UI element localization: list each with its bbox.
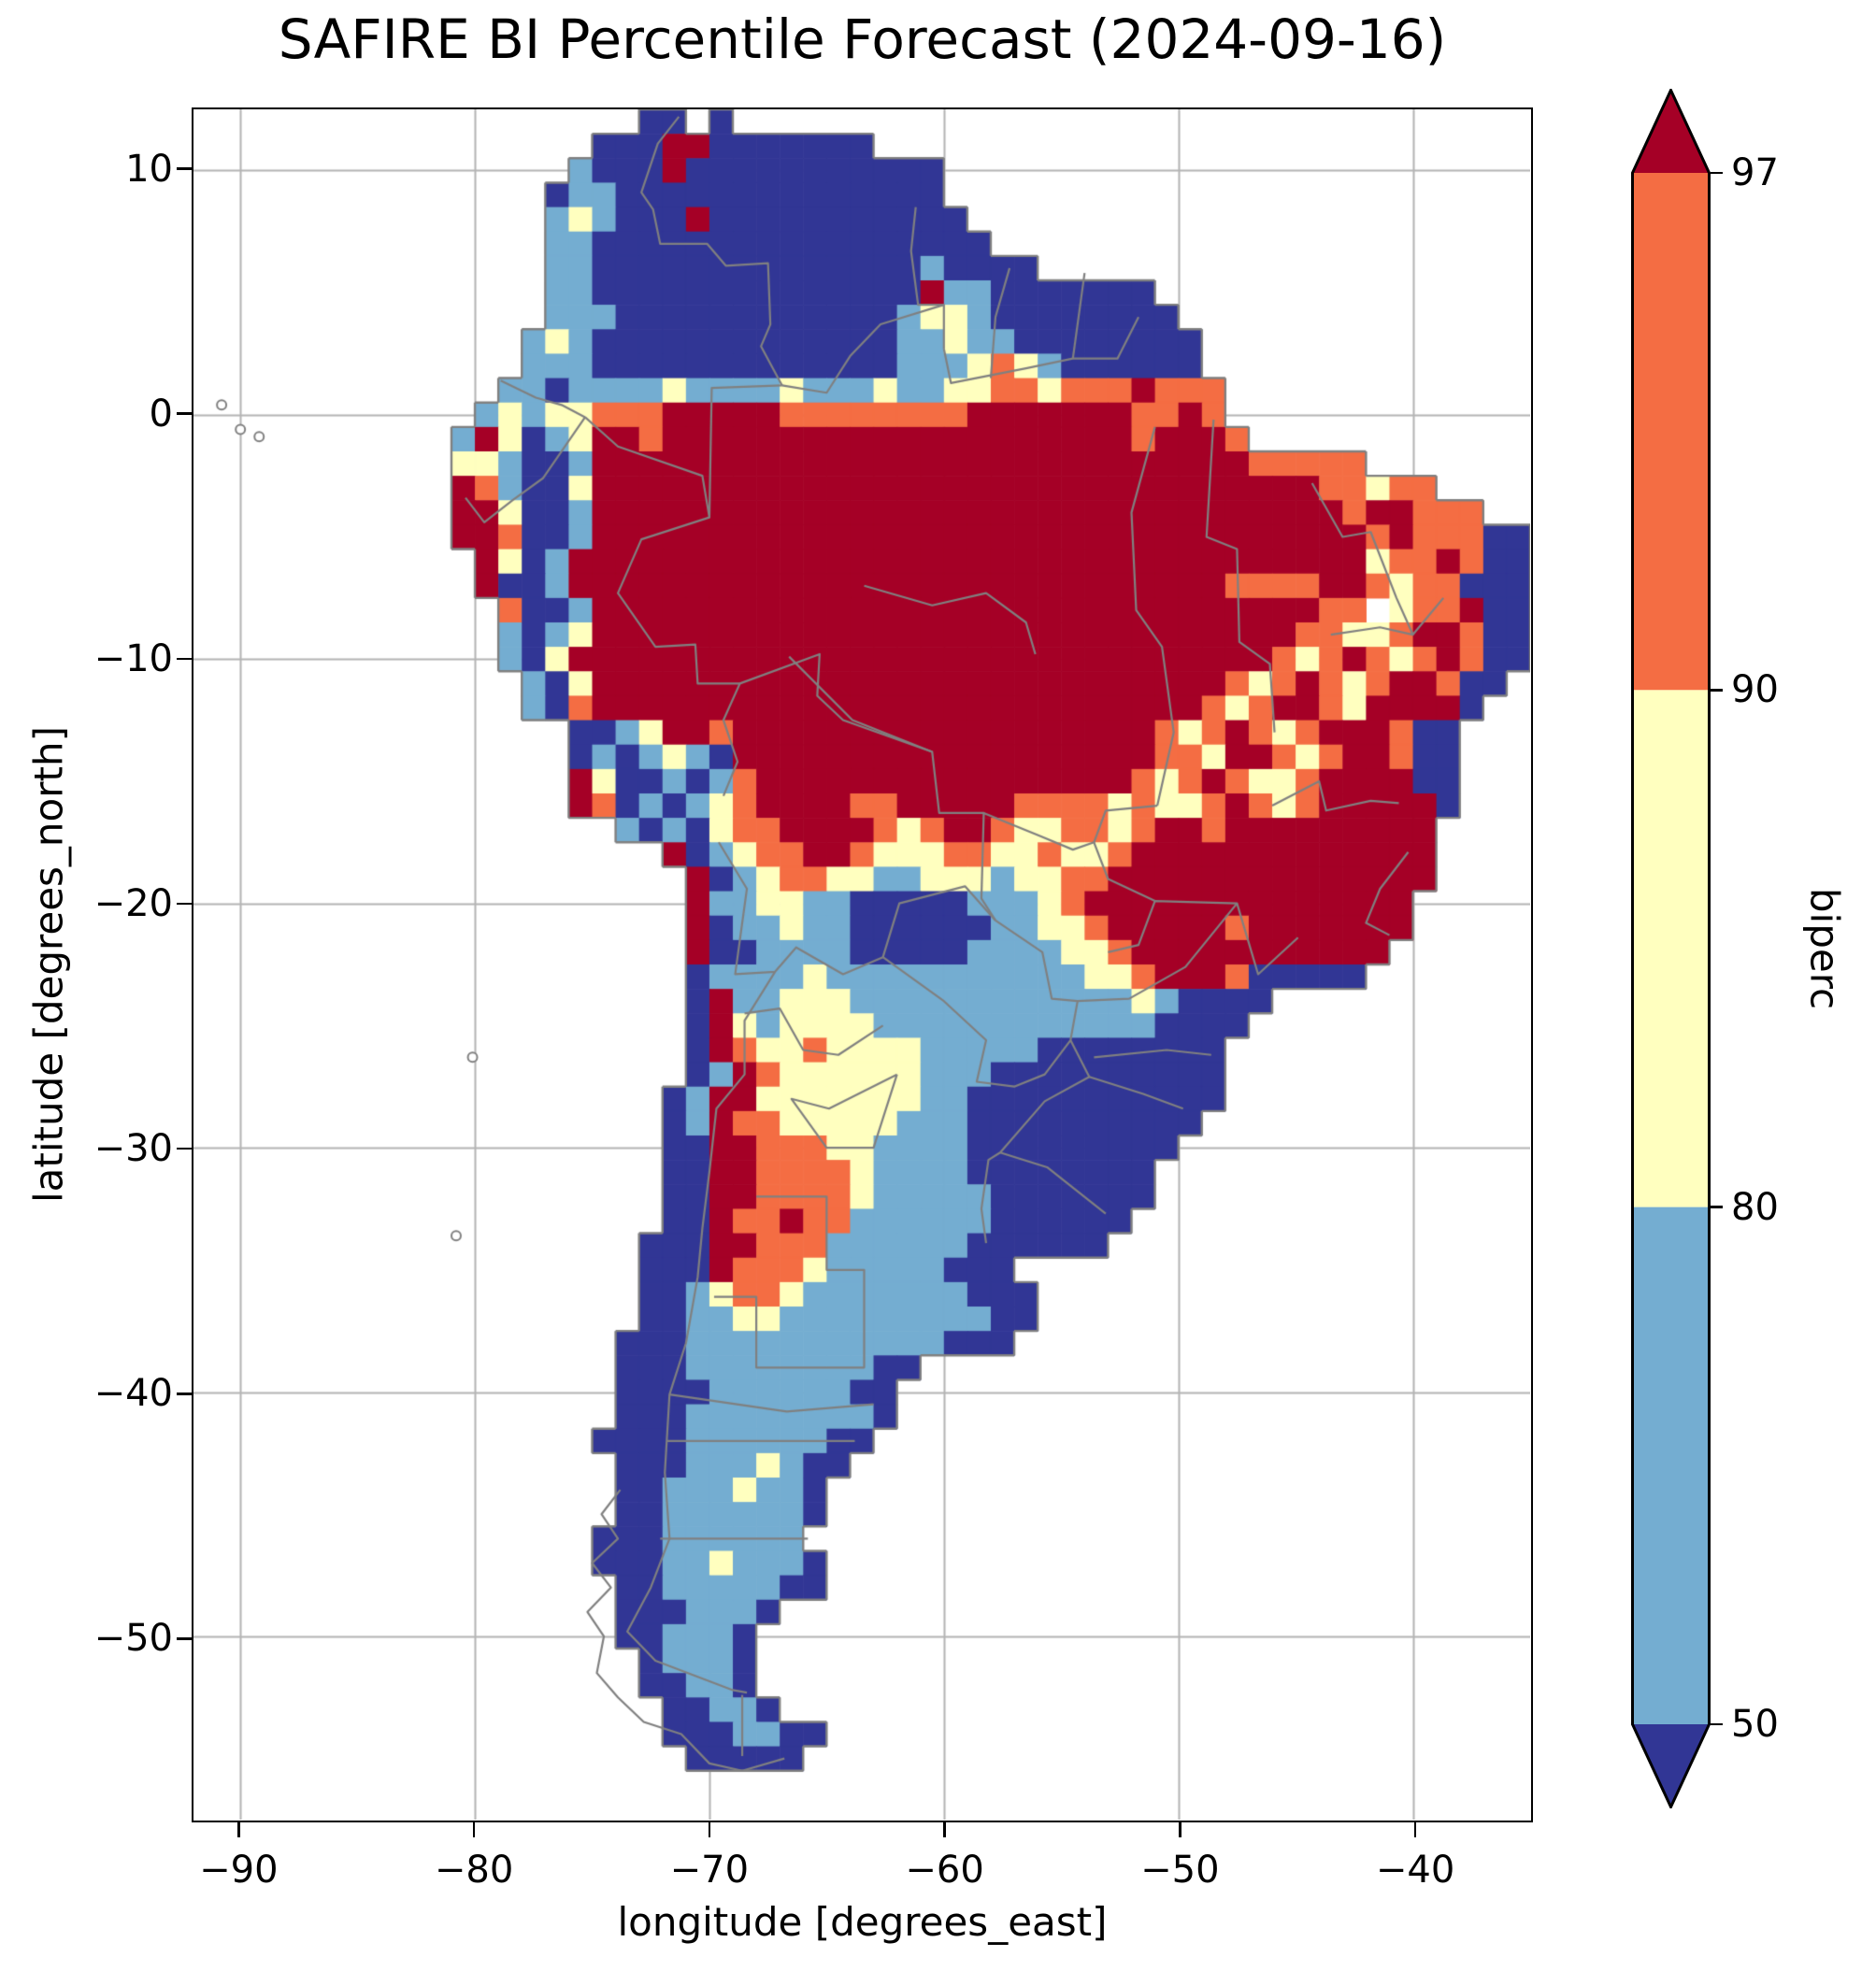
y-tick-mark bbox=[177, 412, 192, 415]
y-tick-label: 0 bbox=[149, 392, 173, 436]
y-tick-label: −40 bbox=[93, 1372, 173, 1416]
colorbar-outline bbox=[1631, 86, 1711, 1811]
x-tick-label: −70 bbox=[669, 1849, 750, 1892]
colorbar-tick-label: 90 bbox=[1731, 668, 1779, 712]
y-tick-mark bbox=[177, 657, 192, 661]
colorbar-extend-max bbox=[1632, 90, 1710, 173]
colorbar-svg bbox=[1631, 86, 1711, 1811]
x-tick-label: −60 bbox=[905, 1849, 984, 1892]
map-canvas bbox=[193, 109, 1530, 1820]
y-tick-mark bbox=[177, 167, 192, 170]
colorbar-tick-mark bbox=[1711, 1206, 1723, 1208]
x-tick-mark bbox=[1179, 1822, 1181, 1837]
chart-title: SAFIRE BI Percentile Forecast (2024-09-1… bbox=[278, 7, 1447, 71]
colorbar bbox=[1631, 86, 1711, 1811]
x-tick-mark bbox=[1413, 1822, 1417, 1837]
colorbar-tick-label: 50 bbox=[1731, 1703, 1779, 1746]
y-tick-mark bbox=[177, 1393, 192, 1395]
colorbar-tick-label: 80 bbox=[1731, 1185, 1779, 1229]
y-tick-mark bbox=[177, 902, 192, 906]
x-tick-mark bbox=[472, 1822, 476, 1837]
y-tick-label: −20 bbox=[93, 881, 173, 925]
y-tick-mark bbox=[177, 1637, 192, 1640]
x-tick-mark bbox=[237, 1822, 240, 1837]
colorbar-segment-80-90 bbox=[1632, 690, 1710, 1207]
colorbar-tick-mark bbox=[1711, 689, 1723, 692]
x-tick-label: −50 bbox=[1140, 1849, 1220, 1892]
x-tick-label: −80 bbox=[434, 1849, 514, 1892]
colorbar-tick-label: 97 bbox=[1731, 151, 1779, 194]
colorbar-segment-50-80 bbox=[1632, 1207, 1710, 1724]
y-tick-mark bbox=[177, 1147, 192, 1150]
y-tick-label: 10 bbox=[125, 147, 173, 191]
y-tick-label: −30 bbox=[93, 1127, 173, 1171]
colorbar-tick-mark bbox=[1711, 1722, 1723, 1726]
colorbar-segment-90-97 bbox=[1632, 173, 1710, 691]
y-tick-label: −10 bbox=[93, 636, 173, 680]
x-tick-mark bbox=[708, 1822, 711, 1837]
x-tick-label: −40 bbox=[1375, 1849, 1455, 1892]
y-tick-label: −50 bbox=[93, 1617, 173, 1661]
colorbar-extend-min bbox=[1632, 1724, 1710, 1807]
colorbar-label: biperc bbox=[1801, 887, 1848, 1010]
x-axis-label: longitude [degrees_east] bbox=[617, 1899, 1108, 1945]
colorbar-tick-mark bbox=[1711, 171, 1723, 175]
x-tick-mark bbox=[943, 1822, 946, 1837]
plot-area bbox=[192, 107, 1533, 1822]
x-tick-label: −90 bbox=[199, 1849, 279, 1892]
